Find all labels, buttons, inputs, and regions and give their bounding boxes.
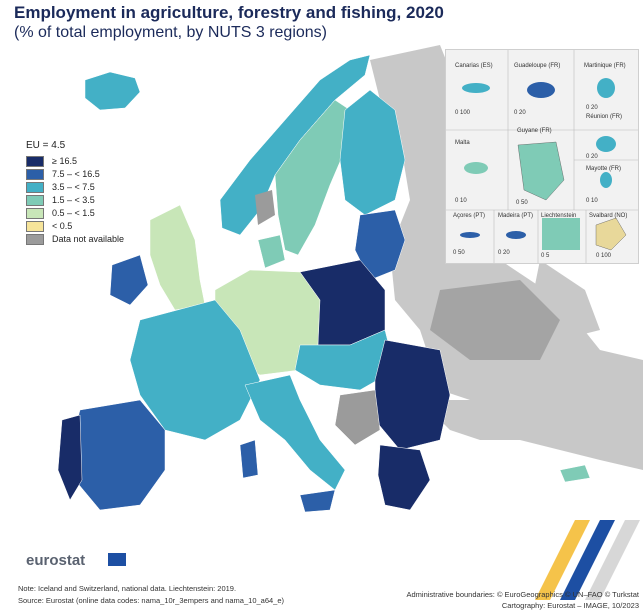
sardinia-region <box>239 439 259 479</box>
inset-label-mayotte: Mayotte (FR) <box>586 166 622 172</box>
inset-label-svalbard: Svalbard (NO) <box>589 213 628 219</box>
cyprus-region <box>559 464 591 483</box>
legend-item: 3.5 – < 7.5 <box>26 181 124 193</box>
boundaries-credit: Administrative boundaries: © EuroGeograp… <box>406 590 639 599</box>
inset-panel: Canarias (ES) Guadeloupe (FR) Martinique… <box>445 49 639 264</box>
inset-label-malta: Malta <box>455 140 470 146</box>
eu-average-label: EU = 4.5 <box>26 140 66 151</box>
legend-swatch <box>26 194 44 206</box>
romania-bulgaria-region <box>374 339 451 451</box>
decor-stripe-yellow <box>535 520 590 600</box>
baltics-region <box>354 209 406 281</box>
balkans-no-data <box>334 389 381 446</box>
iceland-region <box>84 71 141 111</box>
inset-label-madeira: Madeira (PT) <box>498 213 534 219</box>
sweden-region <box>274 99 351 256</box>
turkey-land <box>420 390 643 470</box>
legend-label: ≥ 16.5 <box>52 156 77 166</box>
decor-stripe-blue <box>560 520 615 600</box>
italy-region <box>244 374 346 491</box>
ukraine-land <box>430 280 560 360</box>
norway-region <box>219 54 371 236</box>
inset-label-acores: Açores (PT) <box>453 213 486 219</box>
inset-label-martinique: Martinique (FR) <box>584 63 626 69</box>
inset-label-reunion: Réunion (FR) <box>586 114 623 120</box>
denmark-region <box>257 234 286 269</box>
legend-label: 1.5 – < 3.5 <box>52 195 95 205</box>
legend-label: 7.5 – < 16.5 <box>52 169 100 179</box>
inset-label-guyane: Guyane (FR) <box>517 128 552 134</box>
legend-swatch <box>26 220 44 232</box>
legend-item: < 0.5 <box>26 220 124 232</box>
legend-item: Data not available <box>26 233 124 245</box>
scale-acores: 0 50 <box>453 250 465 256</box>
inset-grid <box>446 50 638 263</box>
scale-liechtenstein: 0 5 <box>541 253 550 259</box>
sicily-region <box>299 489 336 513</box>
legend-label: 0.5 – < 1.5 <box>52 208 95 218</box>
eu-flag-icon <box>108 553 126 566</box>
scale-martinique: 0 20 <box>586 105 598 111</box>
legend-label: 3.5 – < 7.5 <box>52 182 95 192</box>
scale-reunion: 0 20 <box>586 154 598 160</box>
legend-item: ≥ 16.5 <box>26 155 124 167</box>
legend-swatch <box>26 168 44 180</box>
scale-mayotte: 0 10 <box>586 198 598 204</box>
footnote: Note: Iceland and Switzerland, national … <box>18 584 237 593</box>
scale-malta: 0 10 <box>455 198 467 204</box>
legend-label: Data not available <box>52 234 125 244</box>
legend-label: < 0.5 <box>52 221 73 231</box>
greece-region <box>377 444 431 511</box>
legend-item: 0.5 – < 1.5 <box>26 207 124 219</box>
map-title: Employment in agriculture, forestry and … <box>14 3 444 22</box>
decor-stripe-grey <box>585 520 640 600</box>
inset-label-guadeloupe: Guadeloupe (FR) <box>514 63 561 69</box>
france-region <box>129 299 261 441</box>
portugal-region <box>57 414 83 501</box>
legend: EU = 4.5 ≥ 16.5 7.5 – < 16.5 3.5 – < 7.5… <box>26 140 124 246</box>
legend-swatch <box>26 207 44 219</box>
scale-guadeloupe: 0 20 <box>514 110 526 116</box>
legend-item: 1.5 – < 3.5 <box>26 194 124 206</box>
scale-svalbard: 0 100 <box>596 253 612 259</box>
scale-guyane: 0 50 <box>516 200 528 206</box>
legend-swatch <box>26 233 44 245</box>
legend-swatch <box>26 181 44 193</box>
map-subtitle: (% of total employment, by NUTS 3 region… <box>14 24 328 41</box>
source-note: Source: Eurostat (online data codes: nam… <box>18 596 285 605</box>
ireland-region <box>109 254 149 306</box>
legend-item: 7.5 – < 16.5 <box>26 168 124 180</box>
legend-swatch <box>26 155 44 167</box>
inset-label-liechtenstein: Liechtenstein <box>541 213 577 219</box>
cartography-credit: Cartography: Eurostat – IMAGE, 10/2023 <box>501 601 639 610</box>
no-data-area <box>255 190 275 225</box>
eurostat-logo: eurostat <box>26 552 86 569</box>
finland-region <box>339 89 406 216</box>
scale-canarias: 0 100 <box>455 110 471 116</box>
inset-label-canarias: Canarias (ES) <box>455 63 493 69</box>
scale-madeira: 0 20 <box>498 250 510 256</box>
